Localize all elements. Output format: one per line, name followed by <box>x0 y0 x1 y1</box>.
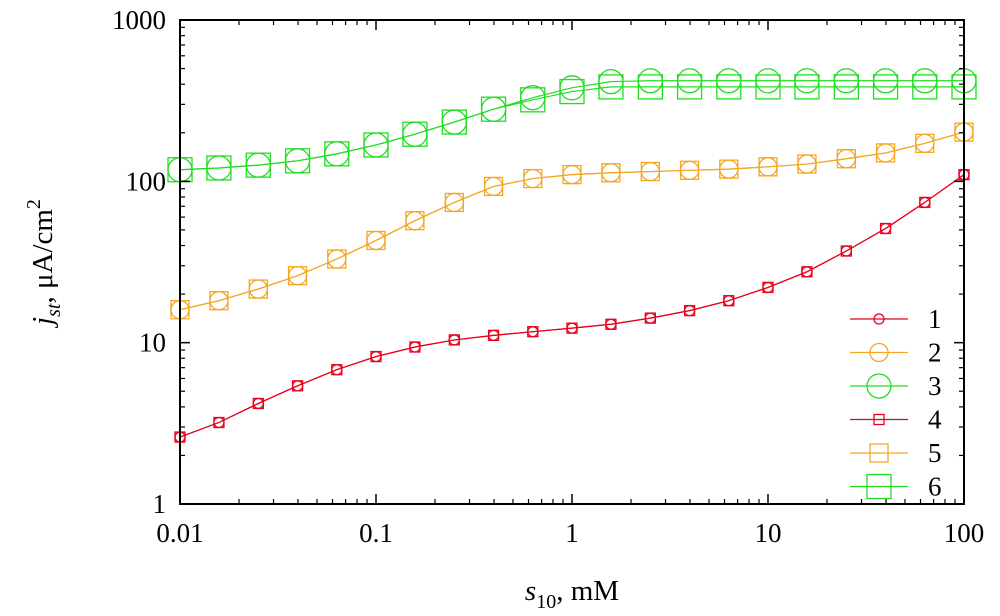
x-tick-label: 0.1 <box>359 518 393 548</box>
series-5 <box>170 122 974 320</box>
data-point-5 <box>562 165 582 185</box>
legend-label: 1 <box>928 304 942 334</box>
data-point-4 <box>331 364 343 376</box>
data-point-5 <box>875 143 896 163</box>
legend-item-2: 2 <box>850 338 942 368</box>
data-point-5 <box>719 159 739 179</box>
data-point-6 <box>520 87 546 113</box>
data-point-4 <box>919 196 931 209</box>
data-point-6 <box>402 121 428 147</box>
data-point-6 <box>833 74 859 100</box>
data-point-5 <box>405 211 425 231</box>
data-point-5 <box>915 133 935 153</box>
data-point-5 <box>601 163 621 183</box>
legend-label: 2 <box>928 338 942 368</box>
data-point-5 <box>523 168 543 189</box>
plot-layer <box>167 68 977 443</box>
data-point-5 <box>444 192 464 213</box>
legend: 1 23 45 6 <box>850 304 942 502</box>
data-point-4 <box>213 416 225 429</box>
data-point-5 <box>679 160 700 180</box>
legend-marker <box>873 413 885 426</box>
data-point-6 <box>363 132 389 158</box>
data-point-6 <box>755 74 781 100</box>
data-point-4 <box>448 334 460 346</box>
data-point-4 <box>566 322 578 334</box>
series-line-6 <box>179 86 964 171</box>
y-tick-label: 1000 <box>112 5 166 35</box>
data-point-5 <box>483 176 504 197</box>
legend-marker <box>869 342 889 363</box>
x-tick-label: 0.01 <box>156 518 203 548</box>
data-point-5 <box>640 161 660 182</box>
legend-marker <box>873 313 885 325</box>
data-point-5 <box>327 249 347 269</box>
data-point-4 <box>644 312 656 324</box>
series-1 <box>174 169 970 443</box>
data-point-5 <box>209 291 229 311</box>
data-point-4 <box>801 266 813 278</box>
series-line-3 <box>179 80 964 171</box>
data-point-4 <box>762 281 774 294</box>
legend-marker <box>869 443 889 463</box>
series-line-1 <box>179 174 965 438</box>
legend-item-3: 3 <box>850 371 942 401</box>
data-point-4 <box>879 222 892 235</box>
data-point-6 <box>559 78 585 105</box>
legend-item-6: 6 <box>850 472 942 502</box>
data-point-4 <box>683 304 696 317</box>
data-point-6 <box>912 74 938 100</box>
data-point-4 <box>409 341 421 353</box>
legend-marker <box>866 373 892 399</box>
data-point-5 <box>758 157 778 177</box>
data-point-5 <box>366 230 386 251</box>
series-line-5 <box>179 131 965 311</box>
data-point-5 <box>287 266 308 286</box>
legend-item-5: 5 <box>850 438 942 468</box>
data-point-6 <box>676 74 703 100</box>
series-line-4 <box>179 174 965 438</box>
legend-label: 3 <box>928 371 942 401</box>
x-tick-label: 1 <box>565 518 579 548</box>
data-point-4 <box>527 326 539 338</box>
x-axis-label: s10, mM <box>525 575 619 613</box>
data-point-6 <box>716 74 742 100</box>
data-point-6 <box>324 141 350 167</box>
data-point-6 <box>245 152 271 178</box>
x-tick-label: 100 <box>944 518 985 548</box>
data-point-4 <box>487 329 500 342</box>
data-point-6 <box>794 74 820 100</box>
data-point-6 <box>872 74 899 100</box>
data-point-6 <box>637 74 663 100</box>
data-point-6 <box>441 109 467 135</box>
data-point-6 <box>480 96 507 122</box>
data-point-5 <box>248 279 268 299</box>
series-2 <box>170 122 974 320</box>
series-4 <box>174 169 970 443</box>
legend-label: 6 <box>928 472 942 502</box>
data-point-6 <box>284 148 311 174</box>
data-point-4 <box>252 397 264 410</box>
data-point-6 <box>206 155 232 181</box>
legend-marker <box>866 473 892 500</box>
data-point-5 <box>797 154 817 174</box>
y-axis-label: jst, μA/cm2 <box>23 199 65 329</box>
data-point-6 <box>598 74 624 100</box>
data-point-5 <box>836 149 856 169</box>
x-tick-label: 10 <box>755 518 782 548</box>
data-point-4 <box>723 295 735 307</box>
legend-label: 4 <box>928 405 942 435</box>
y-tick-label: 100 <box>126 166 167 196</box>
legend-item-4: 4 <box>850 405 942 435</box>
y-tick-label: 10 <box>139 328 166 358</box>
data-point-4 <box>370 350 382 363</box>
ticks-layer: 0.01 0.1 1 10 100 1 10 100 1000 <box>112 5 984 548</box>
legend-item-1: 1 <box>850 304 942 334</box>
data-point-4 <box>605 318 617 330</box>
data-point-4 <box>840 245 852 257</box>
y-tick-label: 1 <box>153 489 167 519</box>
legend-label: 5 <box>928 438 942 468</box>
data-point-4 <box>291 380 304 392</box>
